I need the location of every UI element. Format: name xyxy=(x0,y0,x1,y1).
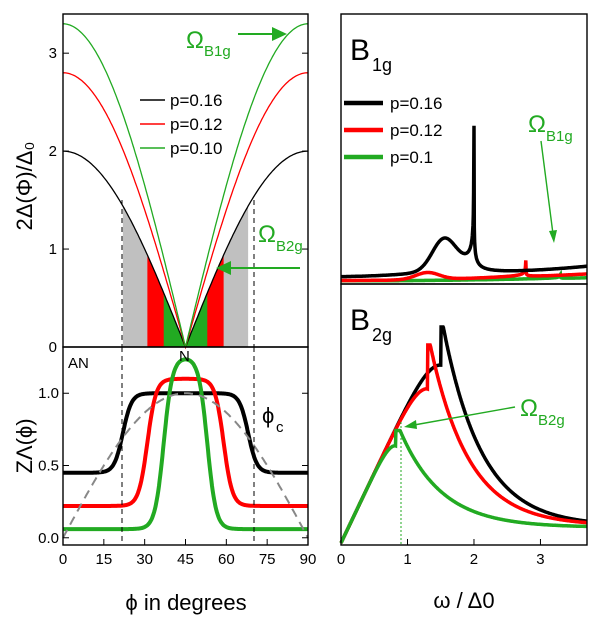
legend-label: p=0.16 xyxy=(390,94,442,113)
x-tick-label: 0 xyxy=(59,551,67,568)
x-tick-label: 30 xyxy=(136,551,153,568)
bottom-left-xlabel: ϕ in degrees xyxy=(125,590,246,615)
y-tick-label: 3 xyxy=(49,45,57,62)
panel-b2g-spectrum: 0 1 2 3 B 2g ω / Δ0 Ω B2g xyxy=(337,283,588,613)
phi-c-symbol: ϕ xyxy=(262,403,274,428)
legend-label: p=0.10 xyxy=(170,139,222,158)
omega-b1g-subscript: B1g xyxy=(204,43,231,60)
legend-label: p=0.12 xyxy=(390,121,442,140)
b1g-spectrum-curve xyxy=(341,125,588,279)
x-tick-label: 75 xyxy=(259,551,276,568)
arrow-head-icon xyxy=(549,230,557,243)
phi-c-subscript: c xyxy=(276,419,284,436)
arrow-head-icon xyxy=(404,420,417,429)
omega-b2g-subscript: B2g xyxy=(276,238,303,255)
top-left-frame xyxy=(62,13,309,348)
omega-b1g-subscript: B1g xyxy=(546,128,573,145)
omega-b2g-symbol: Ω xyxy=(520,395,538,422)
legend-right: p=0.16 p=0.12 p=0.1 xyxy=(344,94,442,167)
x-tick-label: 60 xyxy=(218,551,235,568)
b1g-title: B xyxy=(350,34,370,67)
x-tick-label: 3 xyxy=(536,551,544,568)
b1g-spectrum-curve xyxy=(341,260,588,283)
panel-b1g-spectrum: B 1g p=0.16 p=0.12 p=0.1 Ω B1g xyxy=(340,13,588,285)
top-left-ylabel: 2Δ(Φ)/Δ₀ xyxy=(12,141,37,230)
b2g-title: B xyxy=(350,304,370,337)
superfluid-curve xyxy=(63,357,308,532)
omega-b1g-symbol: Ω xyxy=(528,111,546,138)
panel-gap-vs-angle: 0 1 2 3 2Δ(Φ)/Δ₀ p=0.16 p=0.12 p=0.10 Ω B1g… xyxy=(12,13,309,356)
superfluid-curve xyxy=(63,376,308,508)
bottom-right-frame xyxy=(340,283,588,546)
x-tick-label: 0 xyxy=(337,551,345,568)
y-tick-label: 1 xyxy=(49,241,57,258)
y-tick-label: 0 xyxy=(49,339,57,356)
gap-curve xyxy=(63,150,308,349)
omega-b2g-subscript: B2g xyxy=(538,412,565,429)
gap-curve xyxy=(63,72,308,350)
x-tick-label: 1 xyxy=(403,551,411,568)
x-tick-label: 2 xyxy=(470,551,478,568)
b2g-spectrum-curve xyxy=(339,428,587,544)
bottom-left-frame xyxy=(62,346,309,546)
legend-label: p=0.12 xyxy=(170,115,222,134)
omega-b1g-symbol: Ω xyxy=(186,27,204,54)
omega-b1g-annotation-right: Ω B1g xyxy=(528,111,573,243)
omega-b2g-annotation-left: Ω B2g xyxy=(216,221,303,275)
omega-b2g-annotation-right: Ω B2g xyxy=(404,395,565,429)
bottom-left-ylabel: ZΛ(ϕ) xyxy=(12,418,37,473)
legend-label: p=0.16 xyxy=(170,91,222,110)
y-tick-label: 2 xyxy=(49,143,57,160)
gap-curve xyxy=(63,23,308,348)
legend-left: p=0.16 p=0.12 p=0.10 xyxy=(140,91,222,158)
arrow-head-icon xyxy=(272,27,287,41)
omega-b2g-symbol: Ω xyxy=(258,221,276,248)
x-tick-label: 45 xyxy=(177,551,194,568)
arrow-shaft xyxy=(413,406,516,426)
y-tick-label: 0.0 xyxy=(38,530,59,547)
x-tick-label: 15 xyxy=(95,551,112,568)
omega-b1g-annotation-left: Ω B1g xyxy=(186,27,287,60)
arrow-shaft xyxy=(540,140,554,235)
antinode-label: AN xyxy=(68,355,89,372)
legend-label: p=0.1 xyxy=(390,148,433,167)
x-tick-label: 90 xyxy=(300,551,317,568)
b2g-title-subscript: 2g xyxy=(372,325,392,345)
panel-superfluid-weight: 0 15 30 45 60 75 90 0.0 0.5 1.0 AN N ϕ c ZΛ(ϕ) ϕ… xyxy=(12,346,317,615)
arrow-head-icon xyxy=(216,261,231,275)
y-tick-label: 0.5 xyxy=(38,458,59,475)
y-tick-label: 1.0 xyxy=(38,385,59,402)
cosine-reference-curve xyxy=(62,392,309,539)
b2g-spectrum-curve xyxy=(339,325,588,544)
bottom-right-xlabel: ω / Δ0 xyxy=(433,588,494,613)
b1g-title-subscript: 1g xyxy=(372,55,392,75)
node-label: N xyxy=(179,348,190,365)
